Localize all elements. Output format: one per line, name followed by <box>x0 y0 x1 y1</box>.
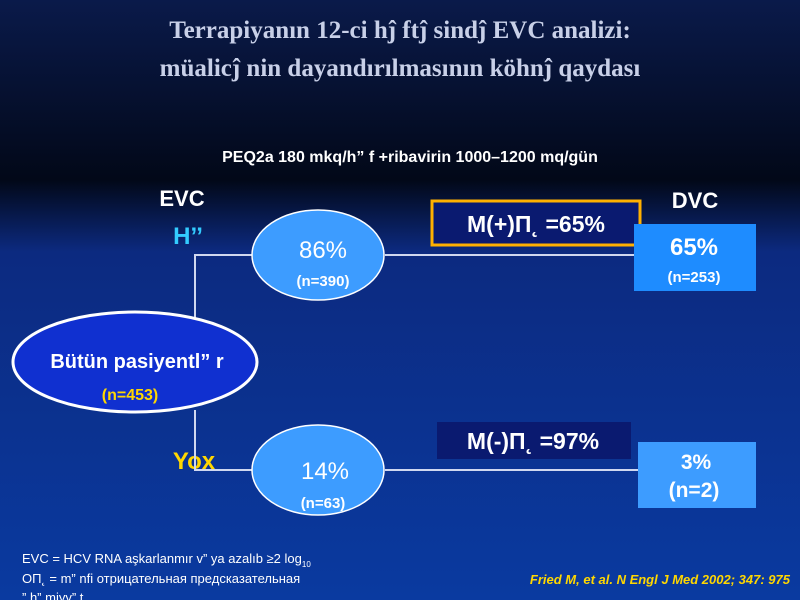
column-header: EVC <box>159 186 204 211</box>
branch-label: H’’ <box>173 223 203 250</box>
node-n: (n=63) <box>301 495 346 512</box>
node <box>251 424 385 516</box>
title: Terrapiyanın 12-ci hĵ ftĵ sindĵ EVC anal… <box>169 17 631 44</box>
footnote: ” h” miyy” t <box>22 590 84 600</box>
outcome-percent: 3% <box>681 451 712 474</box>
root-n: (n=453) <box>102 387 158 404</box>
footnote-text: EVC = HCV RNA aşkarlanmır v” ya azalıb ≥… <box>22 551 302 566</box>
node-percent: 14% <box>301 458 349 485</box>
connectors <box>194 254 638 471</box>
node <box>251 209 385 301</box>
predictive-value: M(+)П˛ =65% <box>467 211 605 237</box>
column-header: DVC <box>672 188 719 213</box>
outcome-n: (n=2) <box>669 479 720 502</box>
subtitle: PEQ2a 180 mkq/h” f +ribavirin 1000–1200 … <box>222 149 598 166</box>
predictive-box <box>430 199 642 247</box>
footnote: OП˛ = m” nfi отрицательная предсказатель… <box>22 571 300 586</box>
citation: Fried M, et al. N Engl J Med 2002; 347: … <box>530 572 791 587</box>
outcome-percent: 65% <box>670 234 718 261</box>
footnote-subscript: 10 <box>302 560 311 569</box>
node-n: (n=390) <box>297 273 350 290</box>
outcome-box <box>634 224 756 291</box>
outcome-n: (n=253) <box>668 269 721 286</box>
title: müalicĵ nin dayandırılmasının köhnĵ qayd… <box>160 55 641 82</box>
predictive-value: M(-)П˛ =97% <box>467 428 599 454</box>
root-node <box>11 310 259 414</box>
outcome-box <box>638 442 756 508</box>
root-label: Bütün pasiyentl” r <box>50 351 224 373</box>
footnote: EVC = HCV RNA aşkarlanmır v” ya azalıb ≥… <box>22 551 311 569</box>
node-percent: 86% <box>299 237 347 264</box>
predictive-box <box>437 422 631 459</box>
